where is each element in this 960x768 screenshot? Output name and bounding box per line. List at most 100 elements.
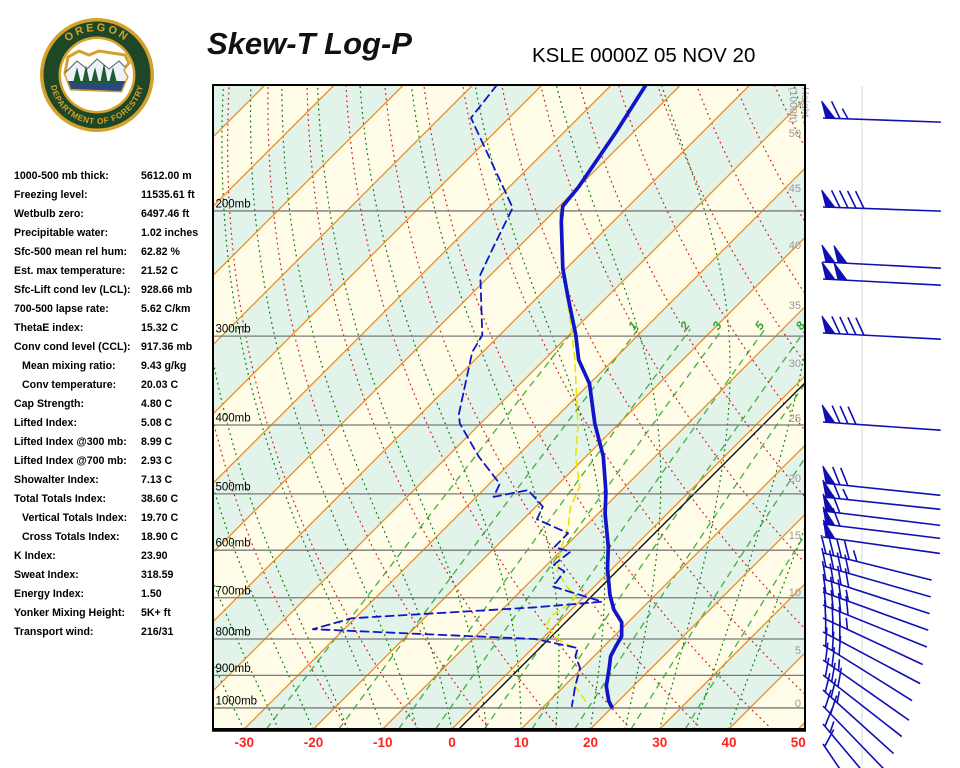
wind-barb [821, 261, 941, 286]
index-value: 4.80 C [141, 398, 173, 410]
wind-barb [822, 729, 866, 768]
index-value: 216/31 [141, 626, 174, 638]
x-tick-label: -10 [373, 735, 393, 750]
x-axis-labels: -30 -20 -10 0 10 20 30 40 50 [234, 735, 805, 750]
index-label: 700-500 lapse rate: [14, 303, 109, 315]
wind-barb [822, 465, 941, 497]
index-label: Transport wind: [14, 626, 94, 638]
index-label: Lifted Index: [14, 417, 77, 429]
index-value: 23.90 [141, 550, 168, 562]
dewpoint-trace [312, 85, 603, 707]
height-tick-label: 20 [789, 473, 801, 485]
pressure-label: 800mb [216, 627, 251, 639]
index-row: Cap Strength: 4.80 C [13, 395, 221, 414]
index-row: Lifted Index: 5.08 C [13, 414, 221, 433]
index-label: Freezing level: [14, 189, 88, 201]
height-axis-title: Height(1000ft) [787, 87, 811, 123]
height-tick-label: 35 [789, 300, 801, 312]
traces [312, 85, 648, 709]
index-value: 5K+ ft [141, 607, 171, 619]
index-value: 5612.00 m [141, 170, 192, 182]
wind-barb [822, 519, 940, 555]
pressure-lines: 200mb 300mb 400mb 500mb 600mb 700mb 800mb 900mb… [213, 198, 805, 709]
index-label: Conv cond level (CCL): [14, 341, 131, 353]
index-label: Sfc-Lift cond lev (LCL): [14, 284, 131, 296]
pressure-label: 600mb [216, 538, 251, 550]
wind-barb [821, 244, 941, 269]
height-tick-label: 30 [789, 358, 801, 370]
x-tick-label: -30 [234, 735, 254, 750]
page-title: Skew-T Log-P [207, 26, 412, 61]
index-row: Sfc-Lift cond lev (LCL): 928.66 mb [13, 281, 221, 300]
x-tick-label: 50 [791, 735, 806, 750]
wind-barb [821, 189, 941, 212]
index-value: 5.08 C [141, 417, 173, 429]
x-tick-label: 10 [514, 735, 529, 750]
dry-adiabats [213, 85, 805, 729]
index-row: Total Totals Index: 38.60 C [13, 490, 221, 509]
pressure-label: 400mb [216, 412, 251, 424]
index-label: Sweat Index: [14, 569, 79, 581]
wind-barb [822, 506, 941, 540]
x-tick-label: -20 [304, 735, 324, 750]
temperature-trace [559, 85, 648, 709]
pressure-label: 500mb [216, 481, 251, 493]
index-row: Transport wind: 216/31 [13, 623, 221, 642]
height-tick-label: 25 [789, 413, 801, 425]
index-label: Precipitable water: [14, 227, 109, 239]
svg-text:Height(1000ft): Height(1000ft) [787, 87, 811, 123]
index-label: Wetbulb zero: [14, 208, 84, 220]
wind-barb [821, 404, 941, 432]
index-value: 19.70 C [141, 512, 179, 524]
index-label: Energy Index: [14, 588, 85, 600]
wind-barb [821, 100, 941, 123]
index-label: Total Totals Index: [14, 493, 107, 505]
index-label: Cap Strength: [14, 398, 85, 410]
wetbulb-trace [545, 208, 589, 705]
index-row: Sfc-500 mean rel hum: 62.82 % [13, 243, 221, 262]
index-row: Precipitable water: 1.02 inches [13, 224, 221, 243]
pressure-label: 700mb [216, 585, 251, 597]
wind-barb [822, 573, 929, 632]
logo-state-scene [63, 49, 131, 93]
wind-barb [822, 708, 879, 768]
wind-barb [821, 315, 941, 340]
index-row: ThetaE index: 15.32 C [13, 319, 221, 338]
index-value: 2.93 C [141, 455, 173, 467]
index-label: Sfc-500 mean rel hum: [14, 246, 128, 258]
index-label: 1000-500 mb thick: [14, 170, 109, 182]
index-value: 18.90 C [141, 531, 179, 543]
index-row: Sweat Index: 318.59 [13, 566, 221, 585]
index-label: Lifted Index @300 mb: [14, 436, 127, 448]
odf-logo: OREGON DEPARTMENT OF FORESTRY [40, 18, 154, 132]
wind-barb [822, 479, 941, 511]
wind-barb [821, 547, 931, 598]
wind-barbs [820, 100, 941, 768]
wind-barb [822, 642, 910, 721]
index-value: 5.62 C/km [141, 303, 191, 315]
zero-isotherm-black [458, 381, 805, 729]
wind-barb [820, 534, 932, 581]
wind-barb [822, 493, 941, 527]
index-value: 7.13 C [141, 474, 173, 486]
height-tick-label: 45 [789, 183, 801, 195]
index-label: Conv temperature: [22, 379, 117, 391]
pressure-label: 300mb [216, 324, 251, 336]
wind-barb [822, 657, 903, 738]
index-value: 11535.61 ft [141, 189, 195, 201]
pressure-label: 200mb [216, 198, 251, 210]
plot-area [213, 85, 805, 729]
index-row: Lifted Index @300 mb: 8.99 C [13, 433, 221, 452]
wind-barb [822, 627, 913, 702]
index-label: Yonker Mixing Height: [14, 607, 126, 619]
index-label: Vertical Totals Index: [22, 512, 128, 524]
index-row: Vertical Totals Index: 19.70 C [13, 509, 221, 528]
height-tick-label: 15 [789, 530, 801, 542]
water [65, 81, 129, 91]
index-row: Yonker Mixing Height: 5K+ ft [13, 604, 221, 623]
wind-barb [821, 560, 930, 615]
index-value: 15.32 C [141, 322, 179, 334]
x-tick-label: 20 [583, 735, 598, 750]
